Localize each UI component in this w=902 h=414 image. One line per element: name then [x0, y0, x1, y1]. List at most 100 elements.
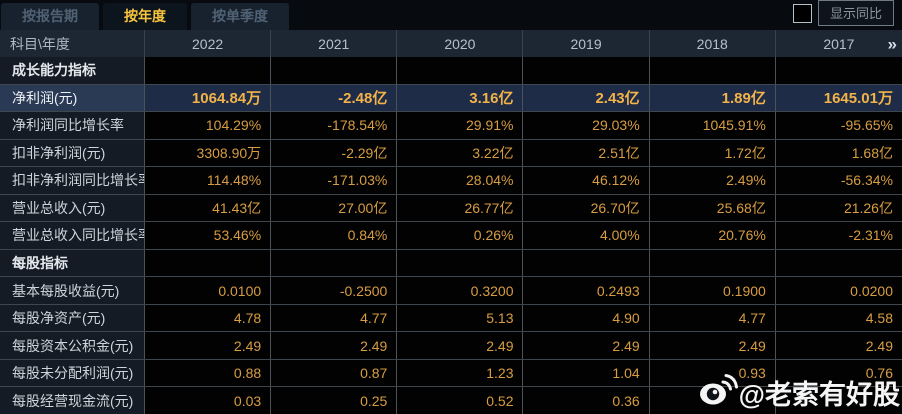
- table-row[interactable]: 扣非净利润同比增长率 114.48% -171.03% 28.04% 46.12% 2.4…: [0, 167, 902, 195]
- year-label: 2017: [823, 35, 855, 52]
- table-row[interactable]: 每股净资产(元) 4.78 4.77 5.13 4.90 4.77 4.58: [0, 304, 902, 333]
- value-cell: [145, 249, 272, 277]
- value-cell: 1.04: [523, 359, 650, 387]
- row-label-cell: 每股净资产(元): [0, 304, 145, 332]
- section-label-cell: 成长能力指标: [0, 57, 145, 84]
- value-cell: 2.43亿: [523, 84, 650, 112]
- value-cell: -2.31%: [775, 222, 902, 249]
- tab-by-quarter[interactable]: 按单季度: [191, 3, 289, 30]
- row-label-cell: 每股经营现金流(元): [0, 387, 145, 414]
- value-cell: 3.16亿: [397, 84, 524, 112]
- table-row[interactable]: 成长能力指标: [0, 57, 902, 85]
- year-label: 2018: [696, 35, 728, 52]
- show-yoy-checkbox[interactable]: [792, 3, 812, 23]
- tab-by-year[interactable]: 按年度: [103, 3, 187, 30]
- value-cell: 29.03%: [523, 112, 650, 139]
- value-cell: [775, 57, 902, 84]
- value-cell: 0.36: [523, 387, 650, 414]
- value-cell: 1.89亿: [649, 84, 776, 112]
- value-cell: 4.90: [523, 304, 650, 332]
- value-cell: 2.49: [145, 332, 272, 359]
- year-label: 2021: [318, 35, 350, 52]
- table-row[interactable]: 扣非净利润(元) 3308.90万 -2.29亿 3.22亿 2.51亿 1.72亿 1.6…: [0, 139, 902, 168]
- value-cell: [145, 57, 272, 84]
- value-cell: 4.77: [271, 304, 398, 332]
- value-cell: 21.26亿: [775, 194, 902, 222]
- year-label: 2020: [444, 35, 476, 52]
- row-label-cell: 营业总收入(元): [0, 194, 145, 222]
- value-cell: 1045.91%: [649, 112, 776, 139]
- row-label-cell: 净利润(元): [0, 84, 145, 112]
- value-cell: 2.51亿: [523, 139, 650, 167]
- value-cell: -171.03%: [271, 167, 398, 194]
- row-label-cell: 营业总收入同比增长率: [0, 222, 145, 249]
- value-cell: [649, 249, 776, 277]
- year-label: 2022: [192, 35, 224, 52]
- corner-header-cell: 科目\年度: [0, 30, 145, 57]
- value-cell: 1.23: [397, 359, 524, 387]
- row-label-cell: 每股资本公积金(元): [0, 332, 145, 359]
- table-header-row: 科目\年度 2022 2021 2020 2019 2018 2017 »: [0, 30, 902, 57]
- value-cell: 0.25: [271, 387, 398, 414]
- value-cell: 2.49: [271, 332, 398, 359]
- table-row[interactable]: 营业总收入(元) 41.43亿 27.00亿 26.77亿 26.70亿 25.68亿 21…: [0, 194, 902, 223]
- value-cell: [649, 57, 776, 84]
- financial-table: 科目\年度 2022 2021 2020 2019 2018 2017 » 成长能力指标 净利…: [0, 30, 902, 414]
- value-cell: 3.22亿: [397, 139, 524, 167]
- year-header-2020: 2020: [397, 30, 524, 57]
- value-cell: 27.00亿: [271, 194, 398, 222]
- tab-by-report-period[interactable]: 按报告期: [1, 3, 99, 30]
- value-cell: -0.2500: [271, 277, 398, 304]
- value-cell: 41.43亿: [145, 194, 272, 222]
- value-cell: [271, 249, 398, 277]
- value-cell: -56.34%: [775, 167, 902, 194]
- table-row[interactable]: 每股资本公积金(元) 2.49 2.49 2.49 2.49 2.49 2.49: [0, 332, 902, 360]
- row-label-cell: 扣非净利润同比增长率: [0, 167, 145, 194]
- table-row[interactable]: 基本每股收益(元) 0.0100 -0.2500 0.3200 0.2493 0.1900…: [0, 277, 902, 305]
- row-label-cell: 净利润同比增长率: [0, 112, 145, 139]
- table-body: 成长能力指标 净利润(元) 1064.84万 -2.48亿 3.16亿 2.43亿 1.89…: [0, 57, 902, 414]
- table-row[interactable]: 每股经营现金流(元) 0.03 0.25 0.52 0.36: [0, 387, 902, 414]
- value-cell: 25.68亿: [649, 194, 776, 222]
- value-cell: 2.49: [397, 332, 524, 359]
- value-cell: [397, 57, 524, 84]
- value-cell: 3308.90万: [145, 139, 272, 167]
- value-cell: 20.76%: [649, 222, 776, 249]
- value-cell: 104.29%: [145, 112, 272, 139]
- value-cell: 46.12%: [523, 167, 650, 194]
- more-columns-icon[interactable]: »: [887, 34, 897, 53]
- value-cell: 2.49%: [649, 167, 776, 194]
- value-cell: 28.04%: [397, 167, 524, 194]
- value-cell: -2.48亿: [271, 84, 398, 112]
- year-header-2022: 2022: [145, 30, 272, 57]
- value-cell: 114.48%: [145, 167, 272, 194]
- value-cell: 0.0200: [775, 277, 902, 304]
- year-header-2018: 2018: [650, 30, 776, 57]
- table-row[interactable]: 净利润(元) 1064.84万 -2.48亿 3.16亿 2.43亿 1.89亿 1645.…: [0, 84, 902, 113]
- table-row[interactable]: 每股指标: [0, 249, 902, 278]
- value-cell: 4.78: [145, 304, 272, 332]
- table-row[interactable]: 净利润同比增长率 104.29% -178.54% 29.91% 29.03% 1045.…: [0, 112, 902, 140]
- year-header-2017: 2017 »: [776, 30, 902, 57]
- show-yoy-button[interactable]: 显示同比: [817, 0, 894, 26]
- table-row[interactable]: 每股未分配利润(元) 0.88 0.87 1.23 1.04 0.93 0.76: [0, 359, 902, 388]
- value-cell: 2.49: [523, 332, 650, 359]
- value-cell: [523, 57, 650, 84]
- value-cell: 0.26%: [397, 222, 524, 249]
- value-cell: 29.91%: [397, 112, 524, 139]
- value-cell: [271, 57, 398, 84]
- section-label-cell: 每股指标: [0, 249, 145, 277]
- row-label-cell: 扣非净利润(元): [0, 139, 145, 167]
- value-cell: -178.54%: [271, 112, 398, 139]
- value-cell: 0.0100: [145, 277, 272, 304]
- value-cell: 0.87: [271, 359, 398, 387]
- value-cell: 4.77: [649, 304, 776, 332]
- value-cell: 2.49: [775, 332, 902, 359]
- yoy-controls: 显示同比: [792, 0, 902, 30]
- value-cell: 26.77亿: [397, 194, 524, 222]
- value-cell: [649, 387, 776, 414]
- row-label-cell: 基本每股收益(元): [0, 277, 145, 304]
- value-cell: 0.1900: [649, 277, 776, 304]
- table-row[interactable]: 营业总收入同比增长率 53.46% 0.84% 0.26% 4.00% 20.76% -2.…: [0, 222, 902, 250]
- value-cell: -2.29亿: [271, 139, 398, 167]
